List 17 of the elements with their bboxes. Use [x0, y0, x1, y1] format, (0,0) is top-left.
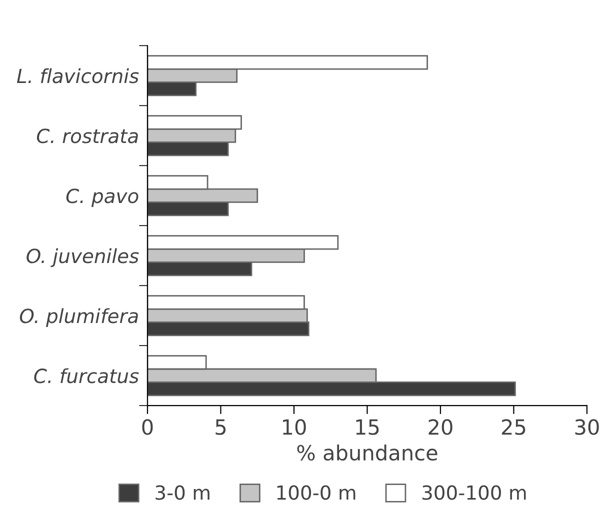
y-tick-label: C. pavo [66, 188, 138, 208]
x-tick-label: 10 [283, 419, 306, 435]
y-tick-label: L. flavicornis [16, 68, 139, 84]
x-tick-label: 5 [216, 419, 226, 435]
x-axis-title: % abundance [297, 444, 438, 461]
legend-label: 100-0 m [277, 485, 356, 500]
x-tick-label: 15 [356, 419, 379, 435]
legend-label: 300-100 m [422, 485, 526, 500]
y-tick-label: O. juveniles [26, 248, 139, 268]
legend-label: 3-0 m [156, 485, 210, 500]
x-tick-label: 0 [142, 419, 153, 435]
x-tick-label: 20 [428, 419, 452, 435]
x-tick-label: 30 [575, 419, 599, 435]
y-tick-label: O. plumifera [20, 308, 138, 328]
y-tick-label: C. rostrata [36, 128, 138, 144]
x-tick-label: 25 [502, 419, 526, 435]
y-tick-label: C. furcatus [34, 368, 139, 384]
